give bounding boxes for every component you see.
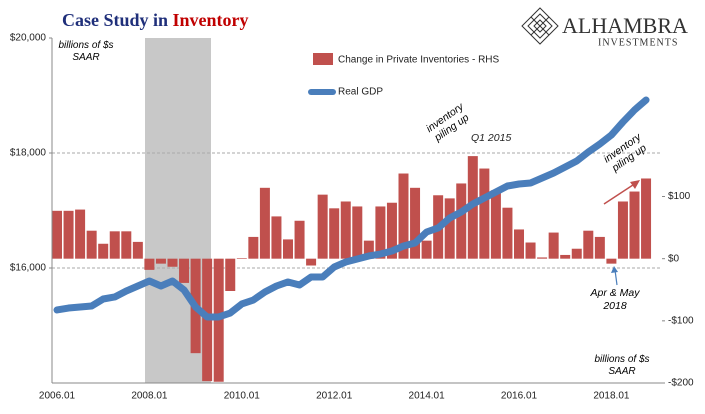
piling-1: inventory piling up xyxy=(424,101,471,144)
bar xyxy=(109,231,120,259)
x-tick-label: 2006.01 xyxy=(39,391,76,402)
x-tick-label: 2012.01 xyxy=(316,391,353,402)
piling-2: inventory piling up xyxy=(601,131,649,175)
x-tick-label: 2008.01 xyxy=(131,391,168,402)
y-tick-label: $20,000 xyxy=(10,33,47,44)
bar xyxy=(548,232,559,259)
y2-tick-label: $100 xyxy=(668,191,691,202)
bar xyxy=(98,243,109,259)
aprmay: Apr & May 2018 xyxy=(590,287,640,312)
bar xyxy=(410,187,421,259)
y2-tick-label: $0 xyxy=(668,253,680,264)
bar xyxy=(571,248,582,259)
bar xyxy=(121,231,132,259)
bar xyxy=(583,230,594,259)
bar xyxy=(537,257,548,259)
bar xyxy=(236,258,247,259)
bar xyxy=(490,190,501,259)
left-unit: billions of $s SAAR xyxy=(58,40,114,63)
bar xyxy=(306,258,317,266)
logo-name: ALHAMBRA xyxy=(562,13,688,38)
y2-tick-label: -$200 xyxy=(668,378,694,389)
red-arrow xyxy=(603,180,640,205)
legend-swatch xyxy=(313,53,333,65)
recession-shade xyxy=(145,38,211,383)
title-highlight: Inventory xyxy=(173,10,249,30)
bar xyxy=(86,230,97,259)
q1-label: Q1 2015 xyxy=(471,132,511,144)
bar xyxy=(363,240,374,259)
bar xyxy=(317,194,328,259)
bar xyxy=(479,168,490,259)
x-tick-label: 2016.01 xyxy=(501,391,538,402)
bar xyxy=(444,198,455,259)
bar xyxy=(456,183,467,259)
x-tick-label: 2010.01 xyxy=(224,391,261,402)
bar xyxy=(248,236,259,259)
left-unit-text: billions of $s SAAR xyxy=(58,40,114,63)
bar xyxy=(594,236,605,259)
bar xyxy=(329,208,340,259)
blue-arrow xyxy=(611,266,618,286)
bar xyxy=(259,187,270,259)
bar xyxy=(132,241,143,259)
bar xyxy=(514,229,524,259)
y-tick-label: $16,000 xyxy=(10,263,47,274)
bar xyxy=(271,216,282,259)
bar xyxy=(52,210,62,259)
right-unit: billions of $s SAAR xyxy=(594,354,650,377)
bar xyxy=(525,242,536,259)
bar xyxy=(179,258,190,283)
bar xyxy=(641,178,652,259)
x-tick-label: 2018.01 xyxy=(593,391,630,402)
bar xyxy=(144,258,155,270)
chart-title: Case Study in Inventory xyxy=(62,10,249,30)
title-main: Case Study in xyxy=(62,10,168,30)
bar xyxy=(352,206,363,259)
bar xyxy=(75,209,86,259)
logo-mark xyxy=(521,7,559,45)
y-tick-label: $18,000 xyxy=(10,148,47,159)
bar xyxy=(375,206,386,259)
legend-label: Change in Private Inventories - RHS xyxy=(338,55,500,66)
bar xyxy=(629,191,640,259)
y2-tick-label: -$100 xyxy=(668,315,694,326)
bar xyxy=(560,254,571,259)
bar xyxy=(617,201,628,259)
logo-sub: INVESTMENTS xyxy=(598,37,678,48)
bar xyxy=(155,258,166,264)
bar xyxy=(421,240,432,259)
bar xyxy=(283,239,293,259)
bar xyxy=(606,258,617,264)
bar xyxy=(386,202,397,259)
piling-2-text: inventory piling up xyxy=(601,131,649,175)
bar xyxy=(294,220,305,259)
bar xyxy=(340,201,351,259)
bar xyxy=(167,258,178,267)
bar xyxy=(398,173,409,259)
aprmay-text: Apr & May 2018 xyxy=(590,287,640,312)
legend-label: Real GDP xyxy=(338,87,383,98)
gdp-line xyxy=(53,96,650,321)
right-unit-text: billions of $s SAAR xyxy=(594,354,650,377)
bar xyxy=(63,210,74,259)
bar xyxy=(502,207,513,259)
x-tick-label: 2014.01 xyxy=(409,391,446,402)
bar xyxy=(225,258,236,291)
